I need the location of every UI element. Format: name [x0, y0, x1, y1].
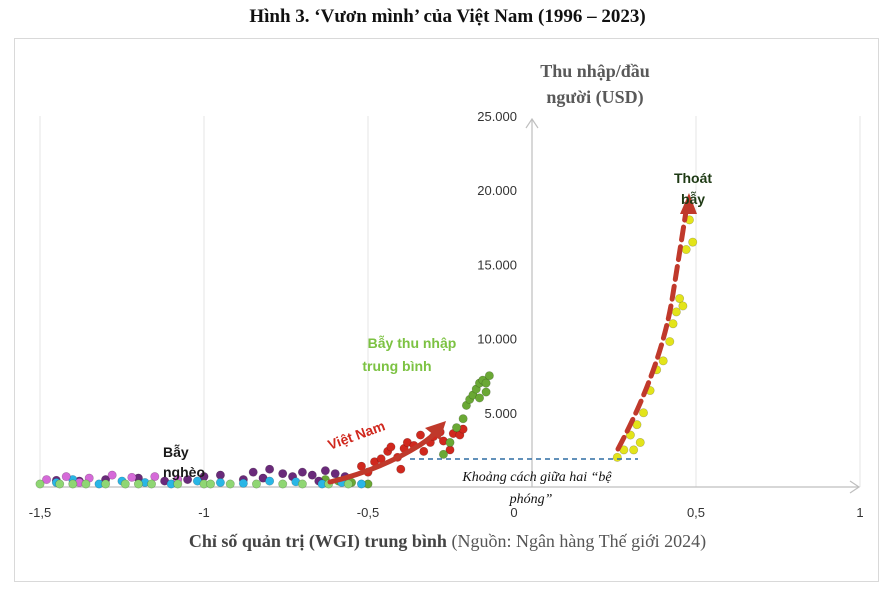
data-point-pink [61, 472, 71, 482]
data-point-purple [183, 475, 193, 485]
data-point-yellow [681, 245, 691, 255]
axes [40, 117, 861, 494]
x-tick-labels: -1,5 -1 -0,5 0 0,5 1 [29, 505, 864, 520]
data-point-lightgreen [173, 479, 183, 489]
poverty-trap-label-line1: Bẫy [163, 444, 189, 460]
x-axis-caption: Chỉ số quản trị (WGI) trung bình (Nguồn:… [0, 531, 895, 552]
y-axis-label-line2: người (USD) [546, 87, 643, 108]
x-tick-label: -0,5 [357, 505, 379, 520]
data-point-yellow [668, 319, 678, 329]
x-tick-label: -1,5 [29, 505, 51, 520]
data-point-lightgreen [251, 479, 261, 489]
data-point-purple [248, 467, 258, 477]
vietnam-label: Việt Nam [326, 417, 388, 452]
data-point-lightgreen [101, 479, 111, 489]
data-point-green [484, 371, 494, 381]
x-tick-label: 1 [856, 505, 863, 520]
y-tick-label: 10.000 [477, 332, 517, 347]
data-point-purple [307, 470, 317, 480]
data-point-lightgreen [120, 479, 130, 489]
data-point-yellow [635, 437, 645, 447]
middle-trap-label-line2: trung bình [362, 358, 431, 374]
data-point-lightgreen [278, 479, 288, 489]
y-tick-label: 15.000 [477, 257, 517, 272]
data-point-red [396, 464, 406, 474]
data-point-yellow [612, 452, 622, 462]
data-point-green [438, 449, 448, 459]
data-point-lightgreen [35, 479, 45, 489]
y-axis-label-line1: Thu nhập/đầu [540, 61, 650, 81]
data-point-cyan [238, 478, 248, 488]
data-point-lightgreen [225, 479, 235, 489]
figure-frame [14, 38, 879, 582]
data-point-yellow [658, 356, 668, 366]
data-points [35, 215, 698, 489]
gridlines [39, 116, 861, 487]
data-point-red [419, 446, 429, 456]
escape-label-line1: Thoát [674, 170, 712, 186]
data-point-pink [150, 472, 160, 482]
data-point-pink [107, 470, 117, 480]
y-tick-label: 20.000 [477, 183, 517, 198]
x-axis-arrowhead [849, 480, 861, 494]
data-point-purple [278, 469, 288, 479]
data-point-lightgreen [147, 479, 157, 489]
escape-arrowhead [680, 193, 697, 214]
x-tick-label: -1 [198, 505, 210, 520]
data-point-green [458, 414, 468, 424]
data-point-lightgreen [343, 479, 353, 489]
data-point-yellow [678, 301, 688, 311]
x-tick-label: 0,5 [687, 505, 705, 520]
data-point-pink [127, 472, 137, 482]
data-point-green [475, 393, 485, 403]
vietnam-arrowhead [425, 421, 446, 440]
data-point-purple [330, 469, 340, 479]
data-point-red [386, 442, 396, 452]
data-point-purple [297, 467, 307, 477]
data-point-yellow [675, 294, 685, 304]
data-point-purple [320, 466, 330, 476]
data-point-yellow [629, 445, 639, 455]
data-point-lightgreen [55, 479, 65, 489]
data-point-lightgreen [68, 479, 78, 489]
y-tick-labels: 5.000 10.000 15.000 20.000 25.000 [477, 109, 517, 421]
data-point-yellow [639, 408, 649, 418]
data-point-lightgreen [133, 479, 143, 489]
data-point-lightgreen [81, 479, 91, 489]
data-point-cyan [265, 476, 275, 486]
gap-label-line1: Khoảng cách giữa hai “bệ [461, 470, 612, 485]
data-point-lightgreen [297, 479, 307, 489]
gap-label-line2: phóng” [509, 492, 553, 507]
data-point-green [481, 378, 491, 388]
y-axis-arrowhead [525, 117, 539, 129]
middle-trap-label-line1: Bẫy thu nhập [368, 335, 457, 351]
data-point-lightgreen [206, 479, 216, 489]
source-note: (Nguồn: Ngân hàng Thế giới 2024) [446, 531, 707, 551]
data-point-cyan [215, 478, 225, 488]
data-point-yellow [671, 307, 681, 317]
x-axis-title: Chỉ số quản trị (WGI) trung bình [188, 531, 447, 551]
data-point-green [452, 423, 462, 433]
vietnam-arrow [327, 427, 441, 485]
escape-arrow [615, 202, 690, 452]
data-point-pink [42, 475, 52, 485]
data-point-cyan [356, 479, 366, 489]
figure-title: Hình 3. ‘Vươn mình’ của Việt Nam (1996 –… [249, 6, 646, 27]
escape-label-line2: bẫy [681, 191, 705, 207]
data-point-red [415, 430, 425, 440]
y-tick-label: 5.000 [484, 406, 517, 421]
y-tick-label: 25.000 [477, 109, 517, 124]
data-point-green [445, 437, 455, 447]
data-point-yellow [665, 337, 675, 347]
data-point-purple [265, 464, 275, 474]
x-tick-label: 0 [510, 505, 517, 520]
data-point-yellow [688, 237, 698, 247]
poverty-trap-label-line2: nghèo [163, 464, 205, 480]
data-point-green [481, 387, 491, 397]
